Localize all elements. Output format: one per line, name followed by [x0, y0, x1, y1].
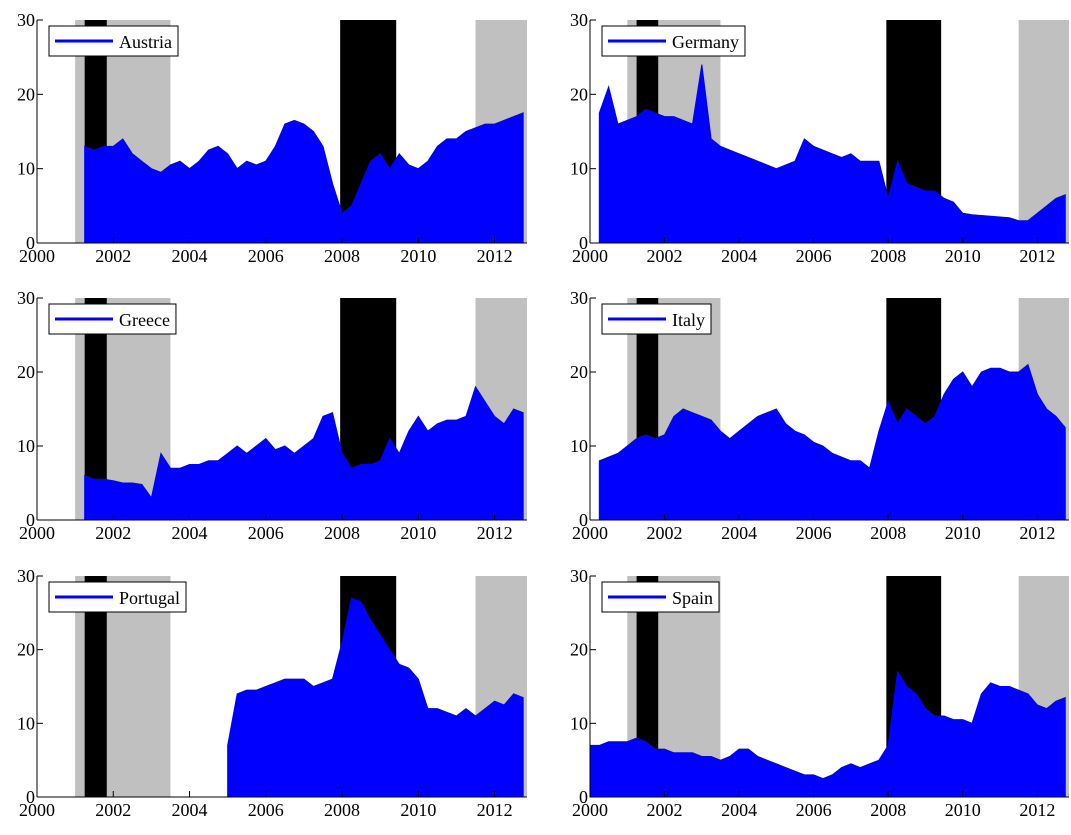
legend-label: Portugal [119, 588, 180, 608]
panel: 0 10 20 30 2000 2002 2004 2006 2008 2010 2012 Italy [570, 288, 1069, 543]
x-tick-label: 2000 [572, 246, 608, 266]
area [84, 112, 524, 244]
area [84, 385, 524, 521]
x-tick-label: 2000 [19, 523, 55, 543]
y-tick-label: 20 [17, 84, 35, 104]
y-tick-label: 0 [579, 787, 588, 807]
x-tick-label: 2010 [400, 523, 436, 543]
x-tick-label: 2004 [721, 246, 757, 266]
x-tick-label: 2010 [945, 800, 981, 820]
x-tick-label: 2006 [796, 523, 832, 543]
x-tick-label: 2004 [172, 800, 208, 820]
x-tick-label: 2006 [796, 800, 832, 820]
panel: 0 10 20 30 2000 2002 2004 2006 2008 2010 2012 Spain [570, 566, 1069, 820]
y-tick-label: 10 [17, 159, 35, 179]
x-tick-label: 2006 [248, 246, 284, 266]
x-tick-label: 2010 [400, 246, 436, 266]
x-tick-label: 2006 [248, 523, 284, 543]
x-tick-label: 2012 [477, 800, 513, 820]
shaded-period [84, 298, 107, 520]
x-tick-label: 2002 [647, 523, 683, 543]
panel: 0 10 20 30 2000 2002 2004 2006 2008 2010 2012 Austr… [17, 10, 527, 266]
y-tick-label: 20 [570, 84, 588, 104]
x-tick-label: 2006 [796, 246, 832, 266]
x-tick-label: 2008 [870, 246, 906, 266]
area [598, 64, 1066, 244]
x-tick-label: 2002 [95, 800, 131, 820]
y-tick-label: 10 [570, 159, 588, 179]
x-tick-label: 2012 [477, 523, 513, 543]
y-tick-label: 30 [570, 566, 588, 586]
y-tick-label: 30 [17, 10, 35, 30]
x-tick-label: 2012 [477, 246, 513, 266]
x-tick-label: 2006 [248, 800, 284, 820]
x-tick-label: 2012 [1019, 523, 1055, 543]
panel: 0 10 20 30 2000 2002 2004 2006 2008 2010 2012 Greec… [17, 288, 527, 543]
y-tick-label: 10 [17, 713, 35, 733]
x-tick-label: 2004 [172, 523, 208, 543]
y-tick-label: 10 [17, 436, 35, 456]
legend-label: Italy [672, 310, 705, 330]
y-tick-label: 0 [579, 510, 588, 530]
y-tick-label: 0 [26, 510, 35, 530]
y-tick-label: 0 [579, 233, 588, 253]
x-tick-label: 2004 [172, 246, 208, 266]
x-tick-label: 2008 [324, 523, 360, 543]
x-tick-label: 2010 [400, 800, 436, 820]
x-tick-label: 2012 [1019, 800, 1055, 820]
y-tick-label: 10 [570, 436, 588, 456]
y-tick-label: 0 [26, 233, 35, 253]
y-tick-label: 20 [570, 640, 588, 660]
y-tick-label: 0 [26, 787, 35, 807]
x-tick-label: 2004 [721, 800, 757, 820]
x-tick-label: 2002 [647, 800, 683, 820]
y-tick-label: 30 [17, 288, 35, 308]
shaded-period [84, 576, 107, 797]
area [589, 670, 1066, 798]
x-tick-label: 2008 [870, 523, 906, 543]
panel: 0 10 20 30 2000 2002 2004 2006 2008 2010 2012 Portu… [17, 566, 527, 820]
area [598, 363, 1066, 521]
y-tick-label: 10 [570, 713, 588, 733]
y-tick-label: 30 [570, 288, 588, 308]
legend-label: Spain [672, 588, 713, 608]
x-tick-label: 2002 [95, 246, 131, 266]
x-tick-label: 2010 [945, 523, 981, 543]
x-tick-label: 2000 [19, 246, 55, 266]
x-tick-label: 2008 [870, 800, 906, 820]
x-tick-label: 2000 [19, 800, 55, 820]
y-tick-label: 30 [570, 10, 588, 30]
x-tick-label: 2012 [1019, 246, 1055, 266]
x-tick-label: 2010 [945, 246, 981, 266]
x-tick-label: 2002 [95, 523, 131, 543]
area [227, 597, 524, 798]
panel: 0 10 20 30 2000 2002 2004 2006 2008 2010 2012 Germa… [570, 10, 1069, 266]
x-tick-label: 2008 [324, 800, 360, 820]
y-tick-label: 20 [17, 640, 35, 660]
legend-label: Austria [119, 32, 172, 52]
x-tick-label: 2004 [721, 523, 757, 543]
x-tick-label: 2008 [324, 246, 360, 266]
y-tick-label: 20 [570, 362, 588, 382]
legend-label: Greece [119, 310, 170, 330]
legend-label: Germany [672, 32, 739, 52]
y-tick-label: 20 [17, 362, 35, 382]
x-tick-label: 2002 [647, 246, 683, 266]
x-tick-label: 2000 [572, 523, 608, 543]
y-tick-label: 30 [17, 566, 35, 586]
x-tick-label: 2000 [572, 800, 608, 820]
